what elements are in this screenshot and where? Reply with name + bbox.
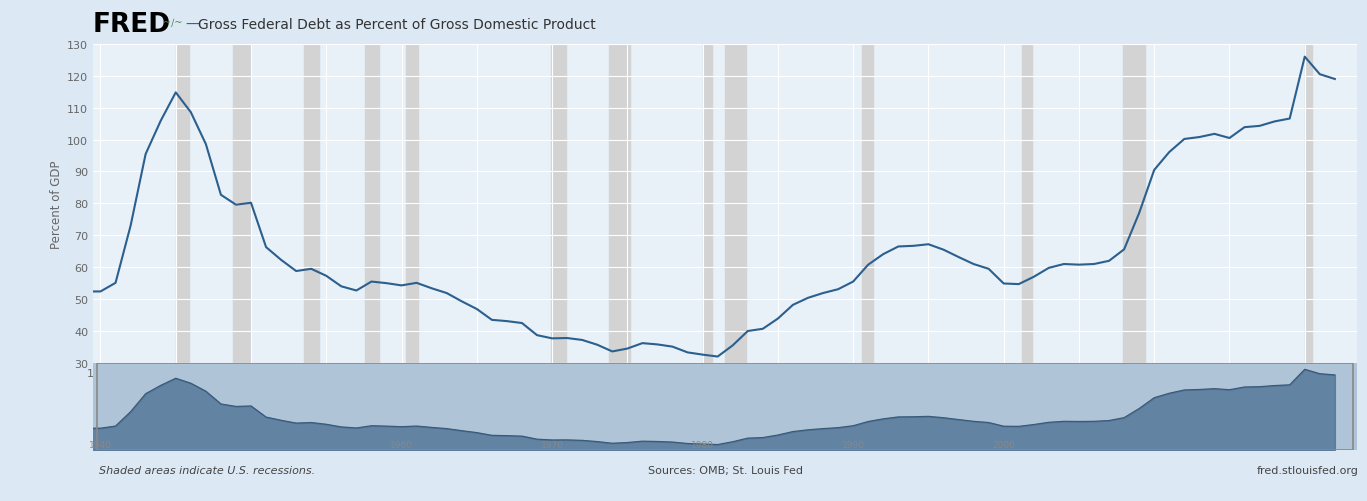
Text: 1940: 1940 [89, 440, 112, 449]
Text: 1960: 1960 [390, 440, 413, 449]
Bar [1304, 45, 1312, 363]
Text: 1980: 1980 [692, 440, 714, 449]
Bar [406, 45, 418, 363]
Text: fred.stlouisfed.org: fred.stlouisfed.org [1256, 465, 1359, 475]
Bar [365, 45, 379, 363]
Y-axis label: Percent of GDP: Percent of GDP [49, 160, 63, 248]
Bar [703, 45, 712, 363]
Text: —: — [186, 18, 200, 32]
Bar [1122, 45, 1146, 363]
Text: ~∕~: ~∕~ [163, 18, 182, 28]
Text: Sources: OMB; St. Louis Fed: Sources: OMB; St. Louis Fed [648, 465, 802, 475]
Bar [726, 45, 746, 363]
Text: 1990: 1990 [842, 440, 865, 449]
Text: 1970: 1970 [540, 440, 563, 449]
Text: FRED: FRED [93, 12, 171, 38]
Bar [863, 45, 872, 363]
Text: Gross Federal Debt as Percent of Gross Domestic Product: Gross Federal Debt as Percent of Gross D… [198, 18, 596, 32]
Bar [551, 45, 566, 363]
Bar [232, 45, 250, 363]
Bar [1021, 45, 1032, 363]
Bar [176, 45, 189, 363]
Bar [303, 45, 319, 363]
Text: Shaded areas indicate U.S. recessions.: Shaded areas indicate U.S. recessions. [100, 465, 316, 475]
Text: 2000: 2000 [992, 440, 1016, 449]
Bar [610, 45, 630, 363]
